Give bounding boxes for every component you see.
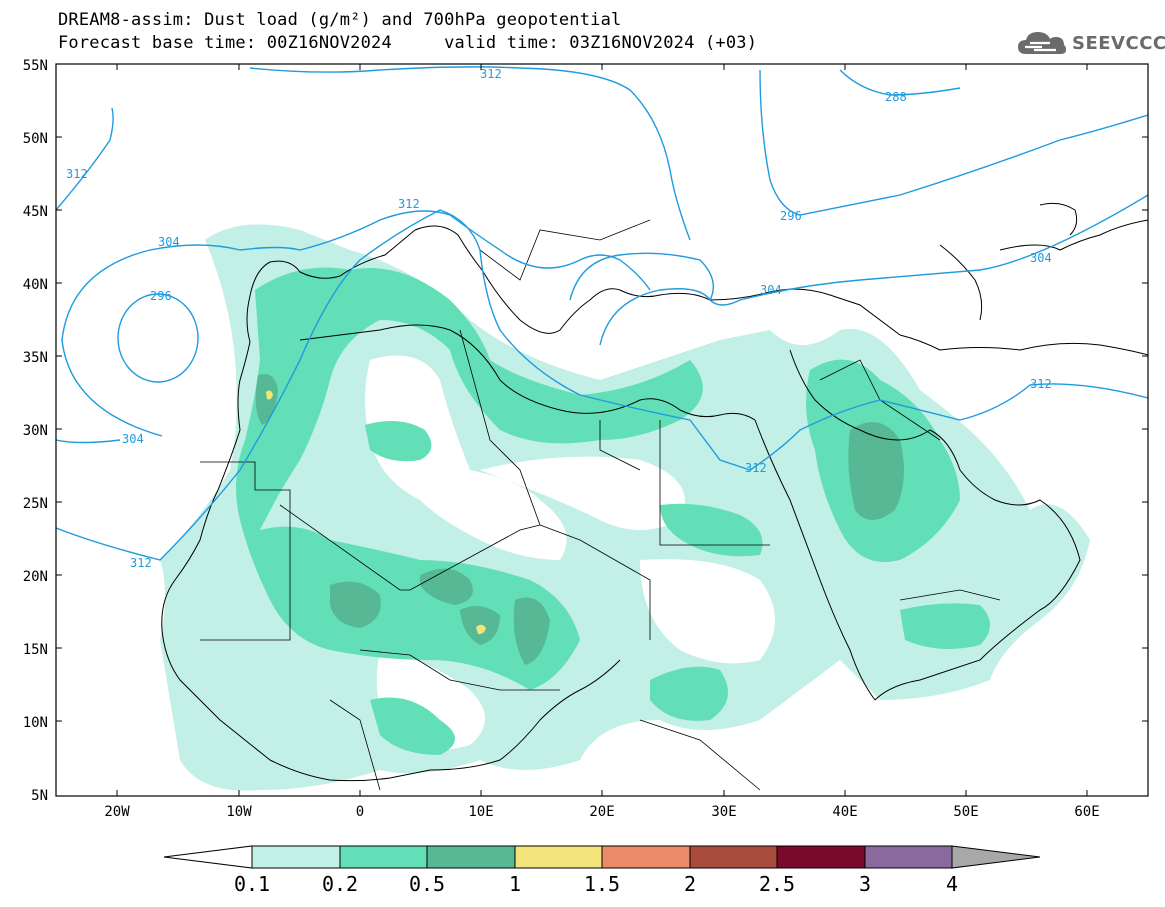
lat-label: 50N xyxy=(23,131,48,147)
lat-label: 30N xyxy=(23,423,48,439)
dust-fill-layer xyxy=(160,224,1090,791)
lon-label: 50E xyxy=(953,804,978,820)
colorbar-segment xyxy=(339,845,428,869)
lat-label: 25N xyxy=(23,496,48,512)
contour-label: 312 xyxy=(480,67,502,81)
lat-label: 40N xyxy=(23,277,48,293)
map-subtitle-times: Forecast base time: 00Z16NOV2024 valid t… xyxy=(58,33,758,53)
seevccc-logo: SEEVCCC xyxy=(1016,26,1165,60)
contour-label: 304 xyxy=(760,283,782,297)
longitude-axis: 20W 10W 0 10E 20E 30E 40E 50E 60E xyxy=(104,804,1099,820)
contour-label: 312 xyxy=(398,197,420,211)
colorbar-segment xyxy=(514,845,603,869)
colorbar-tick: 3 xyxy=(859,872,871,896)
contour-label: 296 xyxy=(780,209,802,223)
lon-label: 0 xyxy=(356,804,364,820)
contour-label: 304 xyxy=(122,432,144,446)
latitude-axis: 55N 50N 45N 40N 35N 30N 25N 20N 15N 10N … xyxy=(23,58,48,804)
geopotential-contours xyxy=(56,66,1148,561)
colorbar-ticks: 0.1 0.2 0.5 1 1.5 2 2.5 3 4 xyxy=(234,872,958,896)
lat-label: 55N xyxy=(23,58,48,74)
lon-label: 60E xyxy=(1074,804,1099,820)
contour-label: 304 xyxy=(158,235,180,249)
contour-label: 312 xyxy=(130,556,152,570)
colorbar-segment xyxy=(163,845,253,869)
lon-label: 10W xyxy=(226,804,252,820)
contour-label: 304 xyxy=(1030,251,1052,265)
lat-label: 45N xyxy=(23,204,48,220)
map-title: DREAM8-assim: Dust load (g/m²) and 700hP… xyxy=(58,10,622,30)
lat-label: 20N xyxy=(23,569,48,585)
lat-ticks xyxy=(56,136,1148,722)
lat-label: 5N xyxy=(31,788,48,804)
colorbar-segment xyxy=(251,845,341,869)
colorbar-segment xyxy=(864,845,953,869)
colorbar-tick: 0.1 xyxy=(234,872,270,896)
contour-label: 312 xyxy=(745,461,767,475)
lon-label: 30E xyxy=(711,804,736,820)
lon-label: 10E xyxy=(468,804,493,820)
cloud-icon xyxy=(1018,32,1066,54)
colorbar-tick: 0.5 xyxy=(409,872,445,896)
lat-label: 15N xyxy=(23,642,48,658)
colorbar-segment xyxy=(689,845,778,869)
lon-label: 20W xyxy=(104,804,130,820)
colorbar-segment xyxy=(951,845,1041,869)
colorbar-tick: 0.2 xyxy=(322,872,358,896)
colorbar xyxy=(163,845,1041,869)
colorbar-segment xyxy=(601,845,691,869)
lat-label: 10N xyxy=(23,715,48,731)
colorbar-segment xyxy=(776,845,866,869)
contour-label: 296 xyxy=(150,289,172,303)
contour-label: 312 xyxy=(66,167,88,181)
lon-label: 20E xyxy=(589,804,614,820)
colorbar-tick: 4 xyxy=(946,872,958,896)
lon-label: 40E xyxy=(832,804,857,820)
logo-text: SEEVCCC xyxy=(1072,32,1165,54)
colorbar-tick: 1.5 xyxy=(584,872,620,896)
contour-label-layer: 312 304 296 304 312 312 288 296 304 304 … xyxy=(66,67,1052,570)
coastline-layer xyxy=(161,202,1148,782)
colorbar-segment xyxy=(426,845,516,869)
colorbar-tick: 1 xyxy=(509,872,521,896)
border-layer xyxy=(200,219,1001,791)
contour-label: 288 xyxy=(885,90,907,104)
colorbar-tick: 2.5 xyxy=(759,872,795,896)
colorbar-tick: 2 xyxy=(684,872,696,896)
contour-label: 312 xyxy=(1030,377,1052,391)
lon-ticks xyxy=(116,64,1088,796)
lat-label: 35N xyxy=(23,350,48,366)
